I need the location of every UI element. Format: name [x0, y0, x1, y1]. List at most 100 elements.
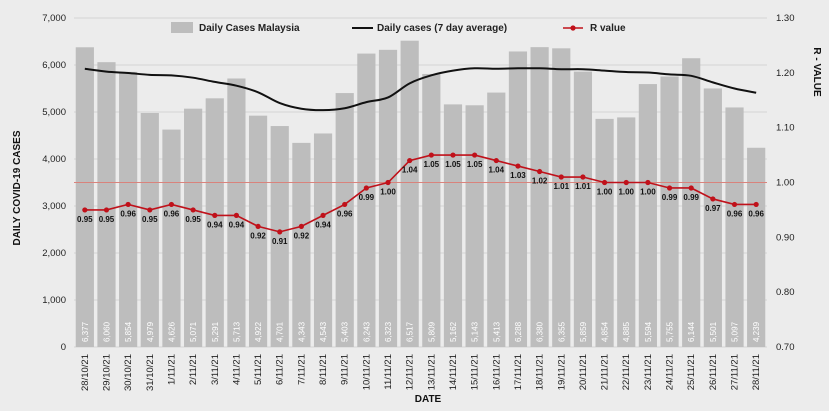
bar — [205, 98, 224, 347]
r-value-point — [688, 185, 694, 191]
r-value-label: 0.96 — [727, 209, 743, 218]
r-value-label: 1.03 — [510, 171, 526, 180]
r-value-point — [385, 179, 391, 186]
r-value-point — [363, 185, 369, 191]
y2-tick-label: 1.10 — [776, 123, 795, 134]
x-tick-label: 9/11/21 — [340, 354, 351, 385]
bar-value-label: 5,854 — [124, 321, 133, 342]
left-axis-ticks: 0 1,000 2,000 3,000 4,000 5,000 6,000 7,000 — [42, 13, 66, 353]
y-tick-label: 1,000 — [42, 295, 66, 306]
bar-value-label: 5,713 — [232, 321, 241, 342]
y2-tick-label: 1.20 — [776, 68, 795, 79]
y-tick-label: 5,000 — [42, 107, 66, 118]
r-value-point — [342, 201, 348, 208]
y-tick-label: 0 — [61, 342, 66, 353]
r-value-point — [515, 163, 521, 169]
r-value-label: 1.02 — [532, 177, 548, 186]
r-value-label: 1.00 — [597, 188, 613, 197]
bar-value-label: 4,239 — [752, 321, 761, 342]
x-axis-title: DATE — [415, 394, 442, 405]
legend-label-r-value: R value — [590, 23, 626, 34]
r-value-label: 0.95 — [142, 215, 158, 224]
r-value-label: 1.00 — [380, 188, 396, 197]
bar — [552, 48, 571, 347]
bar — [747, 147, 766, 347]
r-value-point — [537, 168, 543, 175]
bar — [227, 78, 246, 347]
bar-value-label: 5,162 — [449, 321, 458, 342]
bar — [725, 107, 744, 347]
bar — [378, 49, 398, 347]
y2-tick-label: 0.90 — [776, 232, 795, 243]
x-tick-label: 12/11/21 — [405, 354, 416, 390]
x-tick-label: 30/10/21 — [123, 354, 134, 391]
x-tick-label: 1/11/21 — [166, 354, 177, 385]
y-axis-title: DAILY COVID-19 CASES — [12, 130, 23, 245]
y2-tick-label: 0.70 — [776, 342, 795, 353]
bar — [140, 112, 159, 347]
bar — [292, 142, 311, 347]
r-value-label: 1.00 — [618, 188, 634, 197]
bar-value-label: 6,060 — [102, 321, 111, 342]
bar-value-label: 5,809 — [427, 321, 436, 342]
legend-label-daily-cases: Daily Cases Malaysia — [199, 23, 300, 34]
bar-labels: 6,377 6,060 5,854 4,979 4,626 5,071 5,291 5,713… — [81, 321, 761, 342]
r-value-point — [125, 201, 131, 208]
x-tick-label: 15/11/21 — [470, 354, 481, 390]
bar-value-label: 4,979 — [146, 321, 155, 342]
bar — [119, 71, 138, 347]
bar — [682, 58, 701, 348]
r-value-label: 0.94 — [207, 220, 223, 229]
x-tick-label: 28/11/21 — [751, 354, 762, 390]
bar — [335, 93, 354, 348]
r-value-point — [255, 223, 261, 229]
bar-value-label: 5,071 — [189, 321, 198, 342]
bar-value-label: 5,291 — [211, 321, 220, 342]
x-tick-label: 16/11/21 — [491, 354, 502, 390]
r-value-point — [428, 152, 434, 158]
bar — [487, 92, 506, 348]
r-value-point — [277, 229, 283, 235]
r-value-point — [753, 201, 759, 208]
x-tick-label: 13/11/21 — [426, 354, 437, 390]
y2-tick-label: 1.00 — [776, 178, 795, 189]
x-tick-label: 3/11/21 — [210, 354, 221, 385]
bar — [573, 71, 593, 347]
r-value-point — [233, 212, 240, 218]
bar — [617, 117, 636, 347]
bar-value-label: 6,288 — [514, 321, 523, 342]
bar — [162, 129, 181, 347]
bar-value-label: 5,143 — [471, 321, 480, 342]
average-line — [84, 67, 757, 112]
r-value-label: 1.01 — [553, 182, 569, 191]
r-value-point — [666, 185, 673, 191]
bar — [660, 76, 679, 347]
bar-value-label: 5,403 — [341, 321, 350, 342]
x-tick-label: 28/10/21 — [80, 354, 91, 391]
bar — [248, 115, 268, 347]
bar — [465, 105, 484, 348]
x-tick-label: 22/11/21 — [621, 354, 632, 390]
y2-axis-title: R - VALUE — [811, 47, 822, 97]
bar — [508, 51, 528, 348]
r-value-point — [472, 152, 478, 158]
r-value-point — [190, 207, 196, 213]
bar — [638, 84, 657, 347]
r-value-label: 0.96 — [748, 209, 764, 218]
x-tick-label: 5/11/21 — [253, 354, 264, 385]
r-value-series — [82, 152, 759, 235]
x-tick-label: 29/10/21 — [101, 354, 112, 391]
bar-value-label: 4,885 — [622, 321, 631, 342]
r-value-point — [710, 196, 716, 202]
x-tick-label: 31/10/21 — [145, 354, 156, 391]
bar — [75, 47, 94, 347]
bar-value-label: 5,097 — [731, 321, 740, 342]
bar-series — [75, 40, 766, 348]
x-tick-label: 25/11/21 — [686, 354, 697, 390]
bar-value-label: 4,701 — [276, 321, 285, 342]
bar — [97, 62, 116, 348]
bar — [703, 88, 722, 347]
r-value-point — [450, 152, 456, 158]
r-value-point — [623, 179, 629, 186]
